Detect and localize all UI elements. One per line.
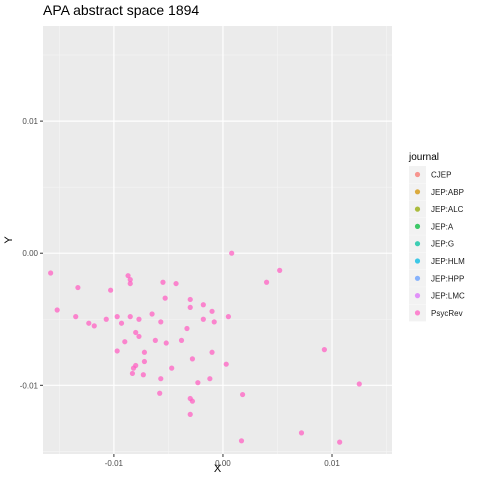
- data-point: [356, 381, 362, 387]
- data-point: [211, 319, 217, 325]
- y-tick-label: 0.00: [22, 249, 38, 258]
- data-point: [141, 349, 148, 355]
- data-point: [187, 411, 193, 417]
- x-tick-label: 0.00: [215, 459, 231, 468]
- chart-title: APA abstract space 1894: [43, 2, 199, 18]
- data-point: [200, 316, 206, 322]
- legend-key-dot: [414, 171, 421, 178]
- legend-label: PsycRev: [431, 309, 463, 318]
- legend-key-dot: [414, 223, 421, 229]
- y-tick-label: 0.01: [22, 117, 38, 126]
- data-point: [127, 314, 133, 320]
- data-point: [187, 304, 193, 310]
- legend-key-dot: [414, 293, 421, 299]
- data-point: [160, 279, 166, 285]
- legend: journal CJEP JEP:ABP JEP:ALC JEP:A JEP:G JEP:…: [408, 152, 465, 322]
- data-point: [239, 391, 246, 398]
- data-point: [207, 376, 213, 382]
- legend-key-dot: [414, 258, 421, 264]
- data-point: [152, 337, 158, 343]
- major-gridlines: [43, 26, 392, 454]
- data-point: [169, 365, 175, 371]
- data-point: [48, 270, 54, 276]
- data-point: [91, 323, 97, 329]
- data-point: [118, 320, 125, 326]
- data-point: [238, 438, 245, 444]
- data-point: [73, 314, 79, 320]
- data-point: [136, 333, 142, 340]
- data-point: [114, 314, 120, 320]
- data-point: [321, 347, 327, 353]
- data-point: [122, 339, 128, 345]
- data-point: [129, 370, 136, 377]
- data-point: [136, 316, 142, 322]
- y-axis-label: Y: [3, 236, 15, 244]
- data-point: [187, 296, 193, 303]
- data-point: [195, 380, 201, 386]
- data-point: [157, 390, 163, 396]
- data-point: [209, 349, 215, 355]
- data-point: [108, 287, 114, 293]
- data-point: [158, 319, 164, 325]
- y-axis: -0.01 0.00 0.01: [20, 117, 43, 390]
- legend-title: journal: [408, 152, 439, 163]
- data-point: [277, 267, 283, 273]
- data-point: [223, 361, 229, 367]
- data-point: [114, 348, 120, 354]
- legend-label: JEP:HPP: [431, 274, 464, 283]
- data-point: [158, 376, 164, 382]
- legend-key-dot: [414, 310, 421, 316]
- data-point: [127, 280, 133, 287]
- data-point: [337, 439, 343, 445]
- data-point: [127, 277, 133, 283]
- data-point: [162, 295, 168, 301]
- data-point: [130, 365, 137, 371]
- legend-label: JEP:HLM: [431, 257, 465, 266]
- panel-background: [43, 26, 392, 454]
- legend-key-dot: [414, 206, 421, 212]
- legend-key-dot: [414, 189, 421, 195]
- minor-gridlines: [43, 26, 392, 454]
- legend-key-dot: [414, 241, 421, 247]
- data-point: [173, 280, 179, 287]
- legend-key-dot: [414, 275, 421, 281]
- legend-entries: CJEP JEP:ABP JEP:ALC JEP:A JEP:G JEP:HLM JEP:H…: [409, 166, 465, 322]
- data-point: [149, 311, 155, 317]
- x-tick-label: -0.01: [105, 459, 124, 468]
- x-tick-label: 0.01: [324, 459, 340, 468]
- legend-label: JEP:ALC: [431, 205, 464, 214]
- data-point: [263, 279, 270, 285]
- legend-label: CJEP: [431, 171, 451, 180]
- data-point: [141, 358, 148, 365]
- data-point: [103, 316, 109, 322]
- data-point: [140, 372, 146, 378]
- plot-panel: [43, 26, 392, 454]
- data-point: [163, 340, 169, 346]
- data-point: [75, 284, 81, 291]
- data-point: [229, 250, 235, 256]
- x-axis: -0.01 0.00 0.01: [105, 454, 340, 468]
- legend-label: JEP:LMC: [431, 292, 465, 301]
- data-point: [125, 273, 131, 279]
- x-axis-label: X: [214, 463, 222, 475]
- data-point: [189, 356, 196, 362]
- legend-label: JEP:G: [431, 240, 454, 249]
- data-points: [48, 250, 362, 445]
- data-point: [133, 329, 139, 336]
- legend-label: JEP:ABP: [431, 188, 464, 197]
- data-point: [54, 307, 60, 313]
- y-tick-label: -0.01: [20, 381, 39, 390]
- data-point: [86, 320, 92, 326]
- data-point: [209, 308, 215, 314]
- data-point: [189, 398, 196, 404]
- data-point: [225, 314, 232, 320]
- data-point: [298, 430, 305, 436]
- data-point: [200, 302, 206, 308]
- data-point: [184, 325, 190, 332]
- legend-label: JEP:A: [431, 222, 454, 231]
- data-point: [178, 337, 185, 343]
